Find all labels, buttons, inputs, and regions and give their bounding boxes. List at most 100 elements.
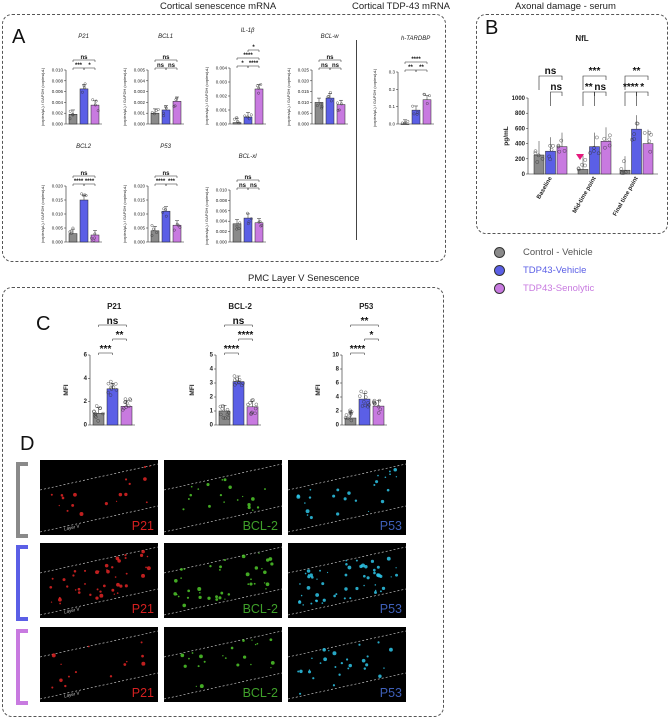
stained-cell — [265, 582, 270, 587]
significance-label: **** — [623, 82, 639, 93]
data-point — [422, 92, 426, 96]
legend-label: TDP43-Senolytic — [523, 283, 595, 294]
stained-cell — [309, 573, 313, 577]
y-tick-label: 200 — [515, 157, 526, 163]
data-point — [551, 144, 555, 148]
bar-0 — [232, 223, 242, 243]
y-tick-label: 0.002 — [216, 229, 228, 234]
y-tick-label: 0.0 — [389, 122, 396, 127]
stained-cell — [383, 667, 385, 669]
stained-cell — [203, 660, 206, 663]
layer-boundary — [164, 505, 282, 533]
stained-cell — [298, 600, 302, 604]
data-point — [246, 211, 249, 215]
stained-cell — [50, 493, 53, 496]
micrograph-p53: P53 — [288, 543, 406, 618]
chart-title: IL-1β — [241, 28, 255, 34]
stained-cell — [395, 476, 398, 478]
cortical-tdp43-header: Cortical TDP-43 mRNA — [352, 1, 451, 12]
data-point — [562, 149, 567, 153]
group-label: Final time point — [612, 176, 639, 217]
stained-cell — [199, 591, 201, 594]
significance-bracket — [318, 59, 342, 62]
y-tick-label: 0.001 — [134, 111, 146, 116]
stained-cell — [250, 578, 252, 581]
data-point — [250, 410, 254, 415]
data-point — [360, 404, 365, 408]
chart-title: BCL-2 — [228, 302, 252, 311]
stained-cell — [111, 588, 115, 592]
data-point — [607, 137, 612, 142]
significance-label: ns — [321, 63, 329, 69]
data-point — [237, 378, 242, 382]
data-point — [622, 159, 626, 163]
y-tick-label: 0.005 — [134, 68, 146, 73]
significance-label: ns — [550, 82, 562, 93]
y-tick-label: 5 — [210, 353, 214, 359]
data-point — [533, 151, 538, 155]
data-point — [71, 112, 74, 116]
data-point — [247, 220, 251, 224]
significance-label: **** — [411, 57, 421, 63]
stained-cell — [263, 570, 267, 575]
data-point — [246, 402, 250, 407]
data-point — [68, 117, 72, 121]
stained-cell — [389, 470, 391, 473]
data-point — [257, 91, 260, 95]
data-point — [249, 113, 253, 117]
significance-bracket — [236, 179, 260, 182]
stained-cell — [128, 482, 131, 486]
stained-cell — [50, 601, 53, 603]
data-point — [223, 416, 228, 420]
stained-cell — [268, 557, 273, 561]
legend-label: TDP43-Vehicle — [523, 265, 587, 276]
significance-label: ns — [594, 82, 606, 93]
bar-1 — [161, 210, 171, 243]
y-axis-label: (copies/µL) / GAPDH (copies/µL) — [40, 67, 45, 126]
stained-cell — [363, 667, 367, 670]
stained-cell — [389, 473, 391, 476]
data-point — [363, 403, 367, 408]
micrograph-image — [288, 546, 406, 616]
micrograph-image — [288, 463, 406, 533]
stained-cell — [177, 595, 180, 598]
y-tick-label: 0.002 — [216, 94, 228, 99]
data-point — [540, 156, 545, 161]
stained-cell — [270, 667, 272, 669]
data-point — [559, 138, 564, 143]
stained-cell — [345, 658, 349, 661]
y-axis-label: (copies/µL) / GAPDH (copies/µL) — [122, 67, 127, 126]
stained-cell — [332, 651, 337, 656]
stained-cell — [77, 591, 81, 594]
stained-cell — [364, 565, 368, 569]
data-point — [649, 132, 653, 137]
y-axis-label: (copies/µL) / GAPDH (copies/µL) — [204, 66, 209, 125]
micrograph-bcl-2: BCL-2 — [164, 627, 282, 702]
stained-cell — [124, 478, 128, 481]
significance-label: **** — [156, 179, 166, 185]
stained-cell — [188, 657, 190, 660]
stained-cell — [333, 594, 336, 598]
stain-label: P53 — [379, 686, 402, 700]
stained-cell — [241, 554, 246, 559]
y-tick-label: 4 — [84, 376, 88, 382]
y-tick-label: 400 — [515, 142, 526, 148]
bar-2-2 — [642, 143, 654, 175]
stained-cell — [117, 559, 121, 563]
data-point — [111, 385, 116, 389]
data-point — [259, 83, 263, 86]
stained-cell — [300, 594, 303, 597]
data-point — [237, 380, 241, 384]
stained-cell — [344, 587, 348, 591]
significance-label: *** — [589, 66, 601, 77]
micrograph-p21: Layer V P21 — [40, 543, 158, 618]
panel-label-a: A — [12, 26, 26, 48]
stained-cell — [74, 671, 77, 674]
cortical-senescence-header: Cortical senescence mRNA — [160, 1, 277, 12]
stained-cell — [206, 482, 210, 487]
significance-bracket — [329, 67, 342, 70]
stained-cell — [220, 591, 224, 595]
layer-boundary — [164, 463, 282, 491]
significance-label: **** — [85, 179, 95, 185]
stained-cell — [145, 501, 148, 504]
